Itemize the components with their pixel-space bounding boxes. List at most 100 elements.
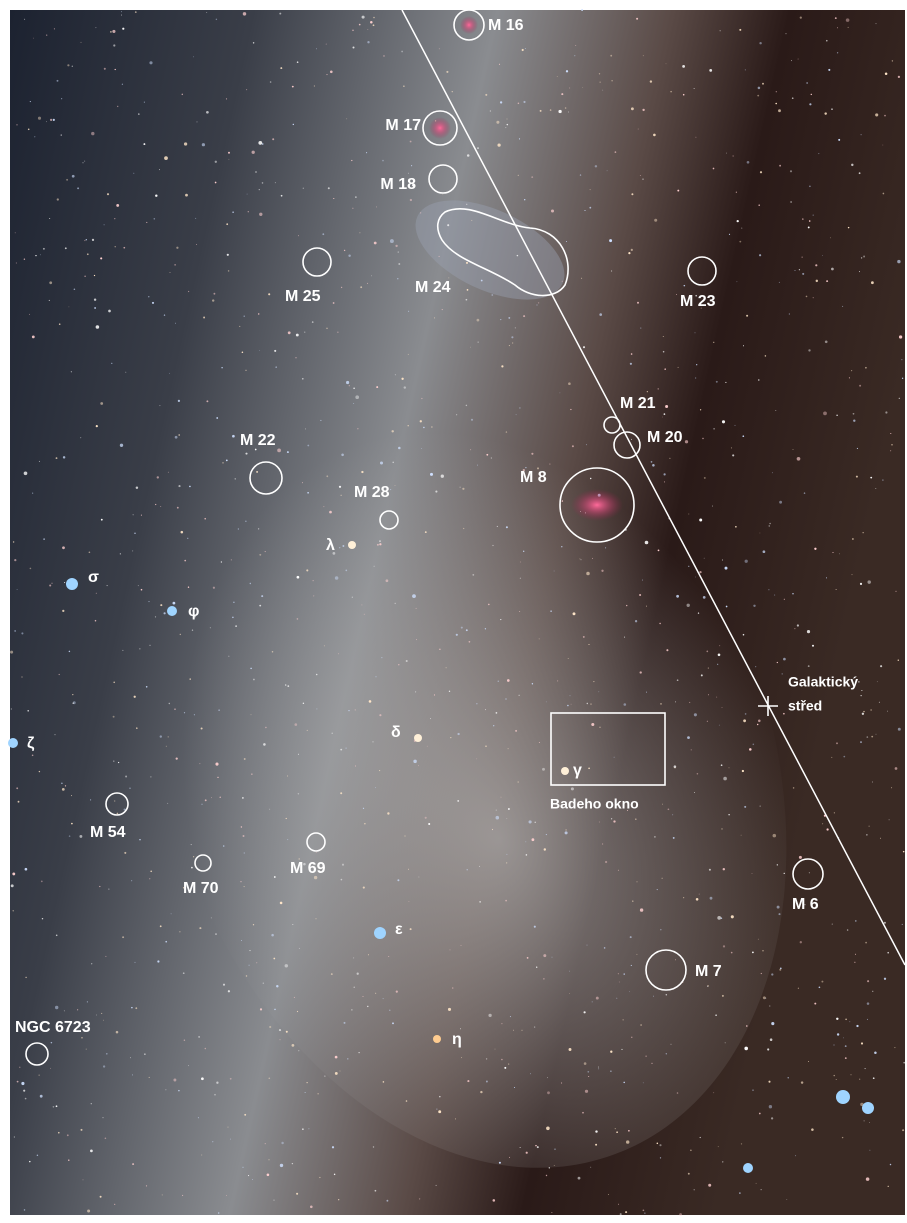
star [592, 557, 593, 559]
star [398, 664, 400, 666]
star [883, 977, 887, 980]
star [10, 884, 14, 888]
star [390, 489, 392, 491]
star [362, 995, 364, 998]
star [887, 710, 888, 712]
star [498, 1161, 501, 1164]
star [519, 407, 521, 409]
star [514, 327, 516, 329]
star [269, 81, 272, 83]
star [55, 934, 58, 937]
star [646, 391, 648, 393]
star [831, 923, 833, 925]
star [807, 665, 810, 668]
star [49, 281, 53, 285]
star [64, 785, 67, 787]
star [728, 767, 730, 769]
star [287, 331, 291, 335]
star [870, 709, 872, 711]
star [106, 193, 110, 196]
star [424, 816, 427, 819]
star [445, 667, 447, 669]
star [217, 776, 219, 779]
star [287, 685, 290, 687]
star [755, 1182, 757, 1184]
star [230, 1138, 231, 1140]
star [659, 622, 661, 625]
star [809, 185, 811, 188]
star [745, 1025, 748, 1027]
star [493, 725, 495, 727]
star [676, 594, 679, 598]
star [397, 879, 400, 882]
star [883, 921, 886, 924]
star [525, 1151, 528, 1154]
star [16, 124, 18, 126]
star [87, 1209, 91, 1213]
star [690, 1149, 692, 1152]
star [741, 769, 745, 773]
star [707, 985, 709, 987]
star [417, 765, 419, 767]
star [875, 488, 877, 489]
star [693, 791, 696, 794]
star [178, 434, 181, 436]
star [430, 718, 431, 720]
star [480, 279, 483, 282]
nebula [460, 16, 478, 34]
labels: M 16 M 17 M 18 M 24 M 25 M 23 M 21 M 20 … [15, 17, 858, 1048]
star [39, 254, 41, 256]
star [258, 141, 263, 145]
marker [306, 832, 326, 852]
star [519, 561, 521, 563]
star [407, 425, 409, 427]
star [672, 836, 675, 839]
star [261, 182, 264, 184]
star [776, 864, 778, 866]
star [800, 1081, 804, 1084]
star [875, 23, 877, 25]
star [852, 412, 855, 415]
star [322, 233, 325, 236]
star [462, 487, 465, 490]
star [798, 269, 801, 271]
star [553, 570, 555, 572]
star [545, 834, 547, 836]
star [688, 513, 690, 515]
star [204, 517, 206, 520]
star [500, 796, 502, 798]
star [280, 67, 283, 70]
star [375, 206, 377, 208]
star [525, 841, 527, 843]
star [375, 787, 377, 789]
star [355, 196, 357, 198]
star [435, 1184, 437, 1186]
star [351, 1009, 353, 1011]
star [41, 917, 44, 920]
star [631, 193, 634, 196]
star [859, 271, 860, 273]
star [459, 486, 461, 488]
star [200, 727, 203, 730]
star [602, 843, 604, 845]
star [556, 76, 558, 77]
star [574, 55, 576, 57]
star [783, 712, 785, 715]
star [216, 1081, 219, 1084]
star [744, 559, 748, 563]
star [214, 1093, 216, 1096]
star [673, 765, 677, 768]
star [498, 63, 501, 65]
star [606, 170, 608, 172]
star [717, 663, 719, 665]
star [580, 559, 582, 561]
star [610, 818, 613, 820]
star [264, 551, 266, 553]
star [150, 870, 153, 873]
star [21, 1081, 25, 1086]
star [317, 1093, 319, 1095]
star [376, 386, 379, 389]
star [420, 212, 422, 214]
star [519, 1147, 521, 1148]
star [561, 1082, 563, 1084]
